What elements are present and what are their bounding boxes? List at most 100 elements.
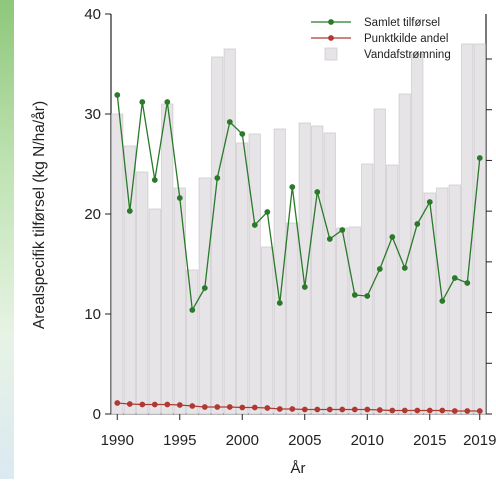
series-point — [376, 407, 383, 413]
bar-vandafstrømning — [136, 171, 149, 415]
series-point — [176, 402, 183, 408]
y-tick-label: 20 — [84, 206, 101, 223]
series-point — [264, 209, 271, 215]
legend-swatch — [324, 47, 338, 61]
y-tick-label: 0 — [93, 406, 101, 423]
series-point — [214, 175, 221, 181]
series-point — [364, 406, 371, 413]
series-point — [239, 131, 246, 137]
series-point — [426, 199, 433, 205]
bar-vandafstrømning — [198, 177, 211, 415]
bar-vandafstrømning — [461, 43, 474, 415]
series-point — [189, 403, 196, 409]
series-point — [464, 408, 471, 414]
series-point — [239, 404, 246, 411]
series-point — [314, 406, 321, 413]
x-tick-label: 2005 — [288, 432, 321, 449]
bar-vandafstrømning — [286, 222, 299, 415]
series-point — [301, 406, 308, 413]
series-point — [139, 99, 146, 105]
series-point — [176, 195, 183, 201]
series-point — [351, 406, 358, 413]
series-point — [301, 284, 308, 290]
series-point — [326, 406, 333, 413]
series-point — [414, 221, 421, 227]
series-point — [251, 404, 258, 411]
series-point — [276, 300, 283, 306]
series-point — [364, 293, 371, 299]
series-point — [201, 285, 208, 291]
bar-vandafstrømning — [448, 184, 461, 415]
bar-vandafstrømning — [111, 113, 124, 415]
y-tick-label: 40 — [84, 6, 101, 23]
legend-marker — [328, 35, 334, 41]
series-point — [126, 401, 133, 407]
x-tick-label: 2019 — [463, 432, 496, 449]
bar-vandafstrømning — [123, 145, 136, 415]
bar-vandafstrømning — [186, 269, 199, 415]
bar-vandafstrømning — [248, 133, 261, 415]
legend-label: Punktkilde andel — [364, 33, 448, 45]
series-point — [439, 407, 446, 414]
series-point — [414, 407, 421, 414]
series-point — [276, 406, 283, 412]
bar-vandafstrømning — [473, 43, 486, 415]
series-point — [339, 406, 346, 413]
series-point — [264, 405, 271, 411]
x-axis-label: År — [291, 460, 306, 477]
y-tick-label: 10 — [84, 306, 101, 323]
series-point — [226, 404, 233, 410]
bar-vandafstrømning — [148, 208, 161, 415]
series-point — [389, 234, 396, 240]
bar-vandafstrømning — [411, 53, 424, 415]
bar-vandafstrømning — [386, 164, 399, 415]
x-tick-label: 2010 — [351, 432, 384, 449]
bar-vandafstrømning — [373, 108, 386, 415]
bar-vandafstrømning — [236, 142, 249, 415]
x-tick-label: 2015 — [413, 432, 446, 449]
series-point — [114, 400, 121, 406]
bar-vandafstrømning — [323, 132, 336, 415]
series-point — [201, 404, 208, 410]
series-point — [339, 227, 346, 233]
background-image-strip — [0, 0, 14, 479]
series-point — [189, 307, 196, 313]
series-point — [289, 184, 296, 190]
y-tick-label: 30 — [84, 106, 101, 123]
bar-vandafstrømning — [348, 226, 361, 415]
series-point — [451, 275, 458, 281]
series-point — [426, 407, 433, 414]
series-point — [164, 401, 171, 408]
legend-label: Vandafstrømning — [364, 49, 451, 61]
legend: Samlet tilførsel Punktkilde andel Vandafst… — [311, 17, 451, 61]
x-tick-label: 1990 — [101, 432, 134, 449]
bar-vandafstrømning — [336, 227, 349, 415]
bar-vandafstrømning — [211, 56, 224, 415]
series-point — [389, 407, 396, 414]
series-point — [464, 280, 471, 286]
x-tick-label: 1995 — [163, 432, 196, 449]
series-point — [439, 298, 446, 304]
legend-label: Samlet tilførsel — [364, 17, 440, 29]
y-axis-label: Arealspecifik tilførsel (kg N/ha/år) — [31, 101, 48, 329]
x-tick-label: 2000 — [226, 432, 259, 449]
series-point — [214, 404, 221, 410]
series-point — [226, 119, 233, 125]
series-point — [476, 155, 483, 161]
series-point — [251, 222, 258, 228]
series-point — [314, 189, 321, 195]
series-point — [139, 401, 146, 408]
series-point — [114, 92, 121, 98]
bar-vandafstrømning — [311, 125, 324, 415]
series-point — [376, 266, 383, 272]
bar-vandafstrømning — [223, 48, 236, 415]
series-point — [351, 292, 358, 298]
series-point — [289, 406, 296, 412]
series-point — [151, 177, 158, 183]
series-point — [476, 408, 483, 414]
bar-vandafstrømning — [423, 192, 436, 415]
bar-vandafstrømning — [261, 246, 274, 415]
series-point — [126, 208, 133, 214]
series-point — [401, 265, 408, 271]
